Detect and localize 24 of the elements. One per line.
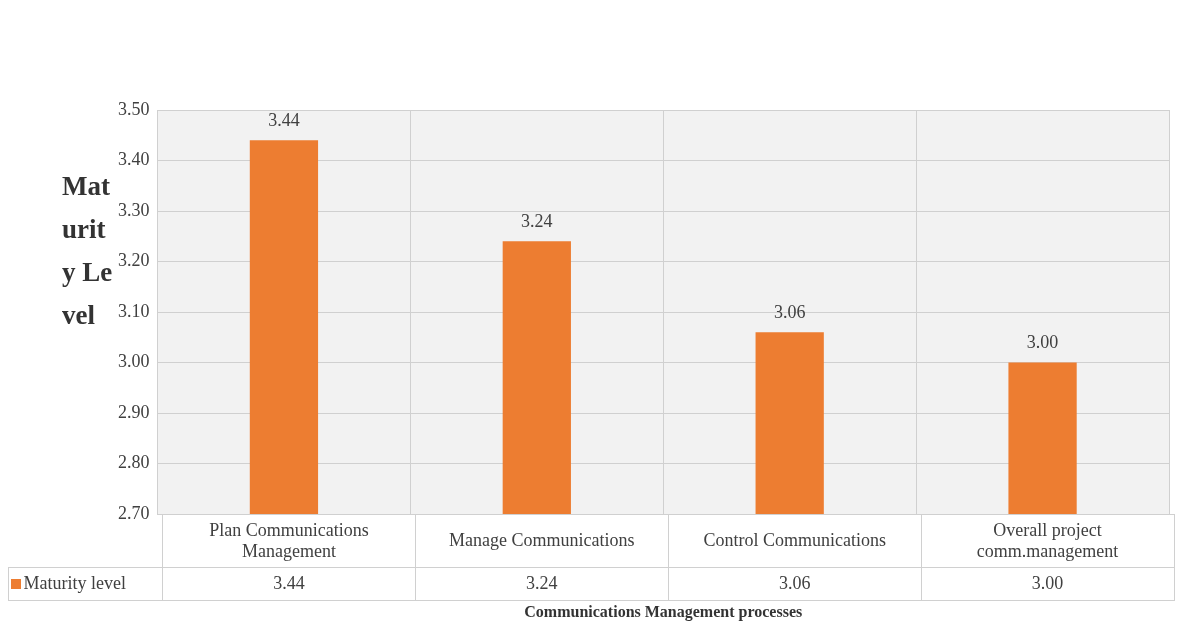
- y-axis-title: Maturity Level: [62, 170, 114, 332]
- data-label: 3.06: [668, 567, 922, 600]
- x-tick-label: Plan Communications Management: [162, 514, 416, 567]
- y-tick-label: 3.50: [118, 98, 150, 119]
- data-label: 3.24: [415, 567, 669, 600]
- y-tick-label: 3.40: [118, 149, 150, 170]
- data-label: 3.00: [921, 567, 1174, 600]
- x-tick-label: Control Communications: [668, 514, 922, 567]
- y-tick-label: 3.10: [118, 300, 150, 321]
- data-label: 3.44: [162, 567, 416, 600]
- text: 3.06: [773, 301, 806, 322]
- legend-label: Maturity level: [8, 567, 163, 600]
- y-tick-label: 2.70: [118, 502, 150, 523]
- y-tick-label: 2.90: [118, 401, 150, 422]
- text: 3.00: [1026, 332, 1059, 353]
- text: 3.44: [268, 110, 300, 131]
- y-tick-label: 2.80: [118, 452, 150, 473]
- text: 3.24: [521, 211, 553, 232]
- x-tick-label: Overall project comm.management: [921, 514, 1174, 567]
- y-tick-label: 3.00: [118, 351, 150, 372]
- y-tick-label: 3.20: [118, 250, 150, 271]
- y-tick-label: 3.30: [118, 199, 150, 220]
- x-tick-label: Manage Communications: [415, 514, 669, 567]
- x-axis-title: Communications Management processes: [523, 603, 804, 621]
